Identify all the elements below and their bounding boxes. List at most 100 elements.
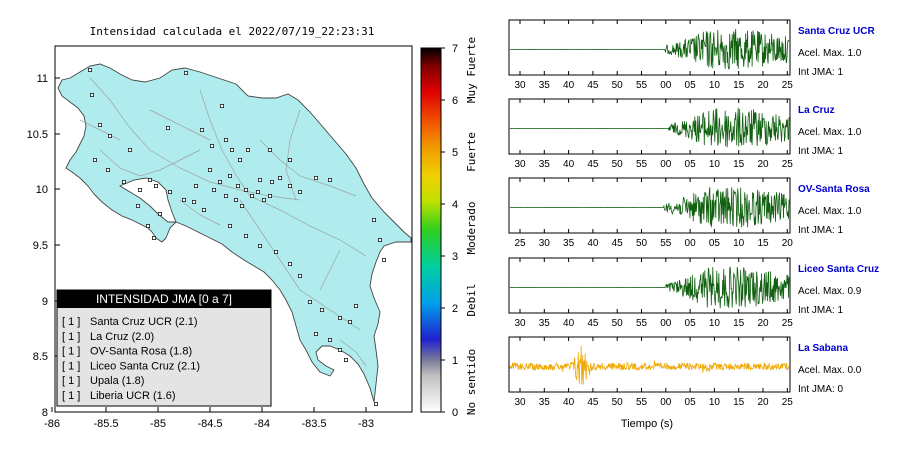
station-acceleration: Acel. Max. 1.0 (798, 206, 862, 217)
colorbar-category-labels: No sentido Debil Moderado Fuerte Muy Fuerte (465, 37, 478, 415)
station-marker (148, 178, 152, 182)
legend-item-intensity: [ 1 ] (62, 316, 80, 328)
trace-tick-label: 05 (685, 80, 697, 91)
trace-tick-label: 50 (612, 159, 624, 170)
station-marker (288, 184, 292, 188)
trace-tick-label: 35 (539, 397, 551, 408)
trace-tick-label: 55 (636, 159, 648, 170)
trace-tick-label: 40 (563, 318, 575, 329)
colorbar-category-label: Debil (465, 283, 478, 316)
station-marker (220, 104, 224, 108)
y-tick-label: 11 (37, 73, 48, 85)
colorbar-tick-label: 1 (452, 355, 458, 367)
trace-tick-label: 25 (782, 318, 794, 329)
colorbar-category-label: Fuerte (465, 132, 478, 172)
station-marker (288, 262, 292, 266)
legend-list: [ 1 ] Santa Cruz UCR (2.1) [ 1 ] La Cruz (2… (62, 316, 200, 402)
colorbar-tick-label: 7 (452, 43, 458, 55)
station-marker (314, 176, 318, 180)
seismogram-trace (509, 187, 790, 228)
seismogram-trace (509, 345, 790, 385)
legend-item-station: La Cruz (2.0) (90, 331, 154, 343)
y-tick-label: 9.5 (33, 240, 48, 252)
trace-tick-label: 50 (612, 318, 624, 329)
station-marker (258, 244, 262, 248)
trace-tick-label: 45 (587, 159, 599, 170)
trace-panel: 25 30 35 40 45 50 55 00 05 10 15 20 OV-Santa Rosa Ace… (508, 177, 870, 249)
station-marker (128, 148, 132, 152)
y-tick-label: 10.5 (27, 129, 48, 141)
station-marker (244, 188, 248, 192)
station-intensity: Int JMA: 1 (798, 225, 843, 236)
station-marker (256, 190, 260, 194)
trace-tick-label: 10 (709, 80, 721, 91)
trace-tick-label: 15 (757, 238, 769, 249)
station-marker (210, 144, 214, 148)
trace-tick-label: 20 (757, 159, 769, 170)
trace-tick-label: 40 (563, 397, 575, 408)
trace-tick-label: 10 (733, 238, 745, 249)
station-marker (278, 176, 282, 180)
station-marker (168, 190, 172, 194)
trace-tick-label: 15 (733, 80, 745, 91)
station-marker (378, 238, 382, 242)
trace-tick-label: 50 (612, 397, 624, 408)
station-marker (270, 180, 274, 184)
station-marker (250, 194, 254, 198)
station-marker (194, 184, 198, 188)
station-name: La Sabana (798, 343, 848, 354)
trace-tick-label: 45 (587, 318, 599, 329)
station-marker (320, 308, 324, 312)
trace-tick-label: 30 (514, 159, 526, 170)
station-marker (258, 178, 262, 182)
y-tick-label: 8.5 (33, 351, 48, 363)
trace-tick-label: 05 (685, 397, 697, 408)
trace-tick-label: 50 (636, 238, 648, 249)
trace-tick-label: 00 (685, 238, 697, 249)
legend-item-intensity: [ 1 ] (62, 390, 80, 402)
trace-tick-label: 35 (563, 238, 575, 249)
trace-tick-label: 25 (514, 238, 526, 249)
colorbar-tick-label: 0 (452, 407, 458, 419)
legend-item-station: Santa Cruz UCR (2.1) (90, 316, 198, 328)
map-y-axis: 11 10.5 10 9.5 9 8.5 8 (27, 73, 60, 419)
x-tick-label: -86 (44, 418, 60, 430)
intensity-legend: INTENSIDAD JMA [0 a 7] [ 1 ] Santa Cruz U… (56, 289, 272, 407)
station-marker (218, 180, 222, 184)
trace-tick-label: 15 (733, 397, 745, 408)
legend-item-station: OV-Santa Rosa (1.8) (90, 346, 192, 358)
x-tick-label: -83 (358, 418, 374, 430)
map-frame (54, 45, 413, 413)
station-marker (138, 188, 142, 192)
trace-tick-label: 25 (782, 397, 794, 408)
station-marker (182, 198, 186, 202)
station-marker (244, 234, 248, 238)
x-tick-label: -83.5 (301, 418, 326, 430)
trace-tick-label: 45 (587, 397, 599, 408)
trace-tick-label: 55 (636, 318, 648, 329)
station-marker (228, 224, 232, 228)
legend-header (57, 290, 271, 308)
station-marker (108, 134, 112, 138)
station-name: La Cruz (798, 105, 835, 116)
legend-item-intensity: [ 1 ] (62, 375, 80, 387)
trace-tick-label: 10 (709, 397, 721, 408)
station-intensity: Int JMA: 1 (798, 146, 843, 157)
station-marker (166, 126, 170, 130)
trace-tick-label: 30 (514, 80, 526, 91)
trace-panel: 30 35 40 45 50 55 00 05 10 15 20 25 La Sabana Acel. M… (508, 336, 862, 408)
colorbar-tick-label: 5 (452, 147, 458, 159)
colorbar-ticks: 0 1 2 3 4 5 6 7 (441, 43, 458, 419)
y-tick-label: 9 (42, 296, 48, 308)
trace-tick-label: 00 (660, 80, 672, 91)
station-intensity: Int JMA: 0 (798, 384, 843, 395)
station-marker (274, 250, 278, 254)
station-marker (154, 184, 158, 188)
legend-item-station: Liceo Santa Cruz (2.1) (90, 360, 200, 372)
trace-tick-label: 10 (709, 318, 721, 329)
costa-rica-landmass (57, 63, 412, 403)
station-marker (93, 158, 97, 162)
map-x-axis: -86 -85.5 -85 -84.5 -84 -83.5 -83 (44, 407, 374, 430)
trace-tick-label: 00 (660, 159, 672, 170)
station-marker (152, 236, 156, 240)
